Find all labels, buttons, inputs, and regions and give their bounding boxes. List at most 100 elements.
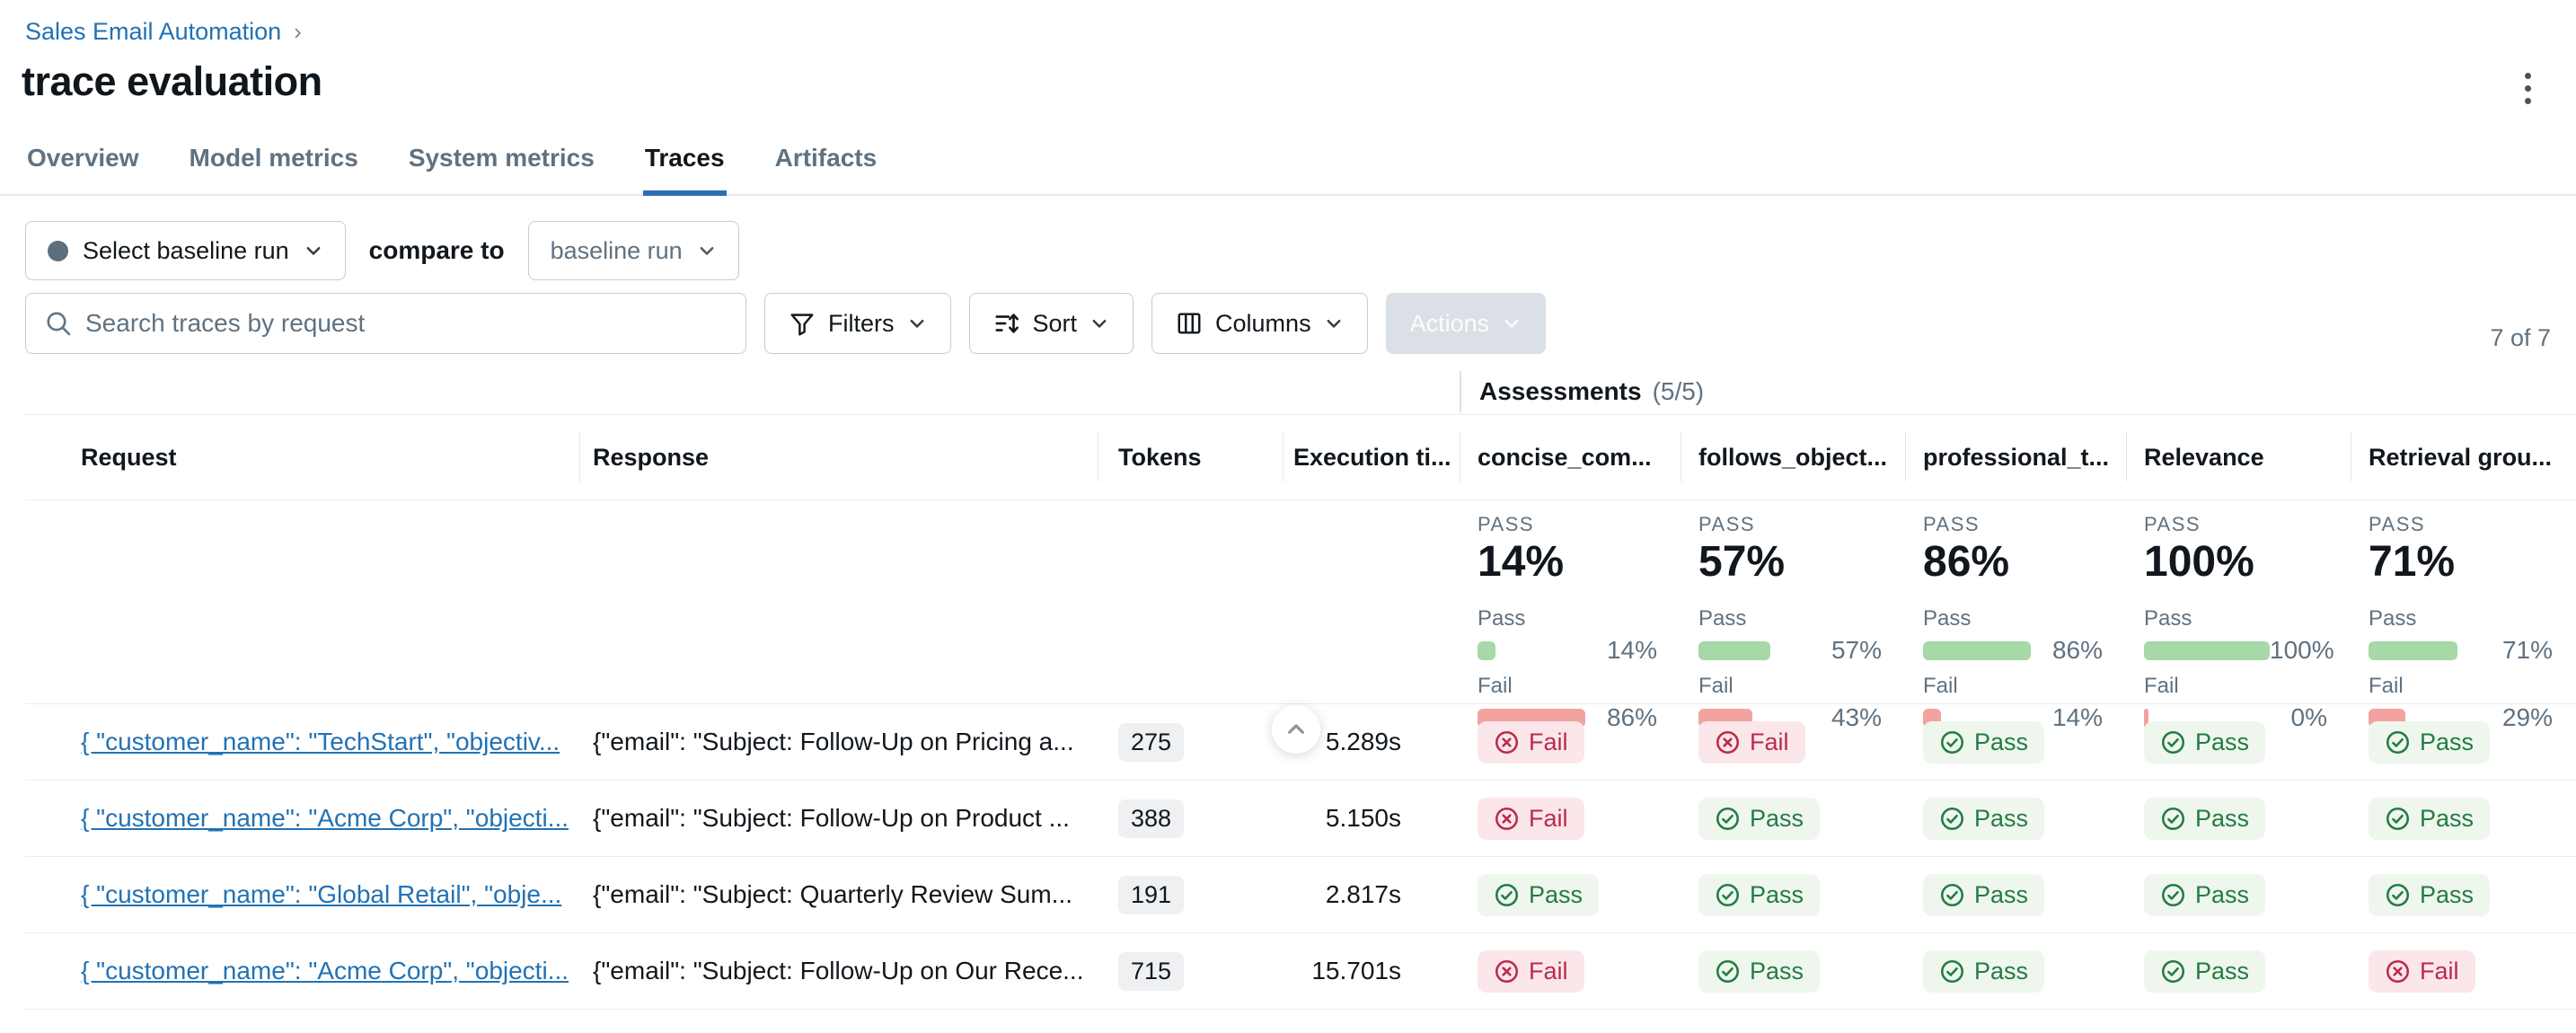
tokens-value: 715 [1118, 951, 1185, 991]
column-header-response[interactable]: Response [579, 415, 1098, 499]
assessment-badge[interactable]: Pass [2369, 873, 2491, 916]
actions-label: Actions [1409, 309, 1490, 337]
assessment-badge[interactable]: Fail [2369, 949, 2475, 993]
stat-pass-label: PASS [1923, 513, 1981, 535]
table-row[interactable]: { "customer_name": "Acme Corp", "objecti… [25, 781, 2576, 857]
pass-bar-label: Pass [2369, 606, 2417, 631]
assessment-badge[interactable]: Pass [1478, 873, 1600, 916]
chevron-down-icon [700, 247, 714, 255]
circle-check-icon [1940, 959, 1964, 983]
collapse-stats-button[interactable] [1272, 705, 1320, 754]
column-header-relevance[interactable]: Relevance [2126, 415, 2351, 499]
circle-check-icon [1940, 730, 1964, 754]
assessment-badge[interactable]: Pass [2144, 873, 2266, 916]
circle-check-icon [2386, 807, 2410, 830]
circle-check-icon [2161, 959, 2185, 983]
circle-check-icon [1940, 807, 1964, 830]
search-box [25, 293, 746, 354]
pass-bar-value: 14% [1606, 636, 1657, 665]
assessment-badge[interactable]: Pass [1698, 797, 1821, 840]
tab-system-metrics[interactable]: System metrics [408, 144, 595, 172]
assessment-badge[interactable]: Pass [1923, 797, 2045, 840]
assessment-badge[interactable]: Fail [1478, 797, 1584, 840]
column-header-retrieval[interactable]: Retrieval grou... [2351, 415, 2576, 499]
baseline-select-label: Select baseline run [83, 236, 289, 264]
breadcrumb-link[interactable]: Sales Email Automation [25, 18, 282, 45]
circle-check-icon [2161, 807, 2185, 830]
column-header-request[interactable]: Request [81, 443, 177, 471]
request-link[interactable]: { "customer_name": "Acme Corp", "objecti… [81, 804, 569, 832]
actions-button[interactable]: Actions [1385, 293, 1547, 354]
assessment-badge[interactable]: Pass [2144, 720, 2266, 764]
filter-icon [790, 313, 814, 336]
assessment-badge[interactable]: Pass [1698, 949, 1821, 993]
response-cell: {"email": "Subject: Follow-Up on Pricing… [593, 728, 1074, 755]
stat-pass-label: PASS [1478, 513, 1535, 535]
column-header-follows[interactable]: follows_object... [1681, 415, 1905, 499]
pass-bar-label: Pass [1478, 606, 1526, 631]
assessment-badge[interactable]: Fail [1478, 720, 1584, 764]
column-header-concise[interactable]: concise_com... [1460, 415, 1681, 499]
assessment-badge[interactable]: Fail [1478, 949, 1584, 993]
execution-time: 2.817s [1325, 880, 1401, 908]
table-row[interactable]: { "customer_name": "Global Retail", "obj… [25, 857, 2576, 933]
circle-x-icon [1495, 807, 1519, 830]
pass-bar-label: Pass [1698, 606, 1747, 631]
request-link[interactable]: { "customer_name": "Acme Corp", "objecti… [81, 957, 569, 984]
sort-button[interactable]: Sort [968, 293, 1134, 354]
assessment-badge[interactable]: Pass [1923, 720, 2045, 764]
baseline-run-select[interactable]: Select baseline run [25, 221, 346, 280]
stat-relevance: PASS 100% Pass 100% Fail 0% [2126, 500, 2351, 741]
fail-bar-label: Fail [2144, 674, 2179, 699]
request-link[interactable]: { "customer_name": "TechStart", "objecti… [81, 728, 560, 755]
pass-bar-value: 57% [1831, 636, 1882, 665]
tab-overview[interactable]: Overview [27, 144, 139, 172]
fail-bar-label: Fail [2369, 674, 2404, 699]
search-icon [47, 312, 71, 336]
kebab-menu-button[interactable] [2512, 64, 2544, 113]
circle-x-icon [1495, 959, 1519, 983]
table-row[interactable]: { "customer_name": "Acme Corp", "objecti… [25, 933, 2576, 1010]
stat-pass-percent: 100% [2144, 538, 2254, 586]
table-row[interactable]: { "customer_name": "TechStart", "objecti… [25, 704, 2576, 781]
assessment-badge[interactable]: Pass [1923, 949, 2045, 993]
assessments-count: (5/5) [1652, 376, 1705, 405]
tab-artifacts[interactable]: Artifacts [774, 144, 878, 172]
column-header-execution-time[interactable]: Execution ti... [1283, 415, 1460, 499]
columns-button[interactable]: Columns [1151, 293, 1368, 354]
tokens-value: 275 [1118, 722, 1185, 762]
tab-traces[interactable]: Traces [642, 144, 727, 196]
run-color-dot-icon [48, 240, 68, 261]
compare-run-label: baseline run [550, 236, 683, 264]
breadcrumb: Sales Email Automation › [0, 0, 2576, 46]
request-link[interactable]: { "customer_name": "Global Retail", "obj… [81, 880, 562, 908]
column-header-professional[interactable]: professional_t... [1905, 415, 2126, 499]
assessment-badge[interactable]: Pass [2144, 949, 2266, 993]
assessment-badge[interactable]: Pass [2369, 797, 2491, 840]
table-header-row: Request Response Tokens Execution ti... … [25, 415, 2576, 500]
assessments-title: Assessments [1479, 376, 1642, 405]
pass-bar [1478, 640, 1495, 660]
fail-bar [2144, 708, 2148, 728]
column-header-tokens[interactable]: Tokens [1098, 415, 1283, 499]
search-input[interactable] [85, 309, 728, 338]
stat-pass-percent: 14% [1478, 538, 1565, 586]
execution-time: 15.701s [1311, 957, 1401, 984]
pass-bar-value: 71% [2501, 636, 2553, 665]
circle-check-icon [2161, 883, 2185, 906]
circle-check-icon [1940, 883, 1964, 906]
pass-bar [2369, 640, 2458, 660]
filters-button[interactable]: Filters [764, 293, 951, 354]
response-cell: {"email": "Subject: Follow-Up on Product… [593, 804, 1070, 832]
assessment-badge[interactable]: Pass [2144, 797, 2266, 840]
tab-model-metrics[interactable]: Model metrics [189, 144, 358, 172]
compare-run-select[interactable]: baseline run [527, 221, 739, 280]
assessment-stats-row: PASS 14% Pass 14% Fail 86% PASS 57% Pass… [25, 500, 2576, 731]
chevron-down-icon [1327, 320, 1341, 328]
assessment-badge[interactable]: Pass [1698, 873, 1821, 916]
stat-concise: PASS 14% Pass 14% Fail 86% [1460, 500, 1681, 741]
assessment-badge[interactable]: Pass [1923, 873, 2045, 916]
assessment-badge[interactable]: Pass [2369, 720, 2491, 764]
sort-icon [994, 313, 1019, 333]
assessment-badge[interactable]: Fail [1698, 720, 1805, 764]
